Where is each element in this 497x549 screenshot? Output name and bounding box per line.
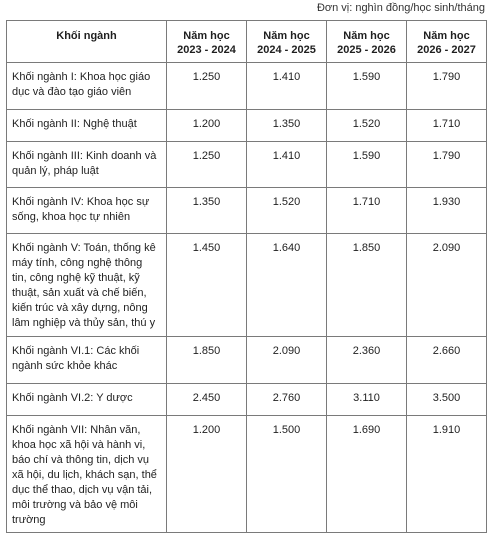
row-name-line: trường: [12, 514, 46, 526]
row-name-cell: Khối ngành III: Kinh doanh và quản lý, p…: [6, 141, 167, 188]
fee-cell: 1.710: [406, 109, 487, 142]
table-row: Khối ngành VI.1: Các khối ngành sức khỏe…: [6, 336, 487, 384]
header-year-range: 2026 - 2027: [417, 44, 476, 56]
fee-cell: 2.450: [166, 383, 247, 416]
fee-cell: 3.110: [326, 383, 407, 416]
fee-cell: 2.090: [406, 233, 487, 337]
row-name-line: môi trường và bảo vệ môi: [12, 499, 138, 511]
table-row: Khối ngành V: Toán, thống kê máy tính, c…: [6, 233, 487, 337]
row-name-cell: Khối ngành V: Toán, thống kê máy tính, c…: [6, 233, 167, 337]
fee-cell: 1.690: [326, 415, 407, 533]
fee-cell: 1.500: [246, 415, 327, 533]
fee-cell: 1.350: [166, 187, 247, 234]
header-year-range: 2025 - 2026: [337, 44, 396, 56]
table-row: Khối ngành IV: Khoa học sự sống, khoa họ…: [6, 187, 487, 234]
header-khoi-nganh: Khối ngành: [6, 20, 167, 63]
row-name-line: sống, khoa học tự nhiên: [12, 211, 131, 223]
header-year-4: Năm học 2026 - 2027: [406, 20, 487, 63]
fee-cell: 1.640: [246, 233, 327, 337]
row-name-line: dục và đào tạo giáo viên: [12, 86, 132, 98]
row-name-cell: Khối ngành VI.2: Y dược: [6, 383, 167, 416]
row-name-line: Khối ngành V: Toán, thống kê: [12, 242, 156, 254]
table-header-row: Khối ngành Năm học 2023 - 2024 Năm học 2…: [6, 20, 487, 63]
row-name-line: khoa học xã hội và hành vi,: [12, 439, 146, 451]
row-name-line: tin, công nghệ kỹ thuật, kỹ: [12, 272, 140, 284]
fee-cell: 1.200: [166, 415, 247, 533]
row-name-cell: Khối ngành VII: Nhân văn, khoa học xã hộ…: [6, 415, 167, 533]
header-year-label: Năm học: [263, 30, 310, 42]
header-year-label: Năm học: [423, 30, 470, 42]
fee-cell: 1.250: [166, 62, 247, 110]
row-name-line: báo chí và thông tin, dịch vụ: [12, 454, 149, 466]
row-name-line: xã hội, du lịch, khách sạn, thể: [12, 469, 157, 481]
table-row: Khối ngành III: Kinh doanh và quản lý, p…: [6, 141, 487, 188]
fee-cell: 1.410: [246, 62, 327, 110]
fee-cell: 1.710: [326, 187, 407, 234]
tuition-fee-table: Khối ngành Năm học 2023 - 2024 Năm học 2…: [6, 20, 487, 533]
row-name-line: Khối ngành I: Khoa học giáo: [12, 71, 151, 83]
row-name-cell: Khối ngành I: Khoa học giáo dục và đào t…: [6, 62, 167, 110]
fee-cell: 1.910: [406, 415, 487, 533]
fee-cell: 1.850: [166, 336, 247, 384]
row-name-line: Khối ngành III: Kinh doanh và: [12, 150, 157, 162]
unit-note: Đơn vị: nghìn đồng/học sinh/tháng: [316, 2, 485, 14]
fee-cell: 1.790: [406, 141, 487, 188]
row-name-line: Khối ngành VI.1: Các khối: [12, 345, 140, 357]
fee-cell: 2.090: [246, 336, 327, 384]
fee-cell: 1.590: [326, 62, 407, 110]
fee-cell: 1.590: [326, 141, 407, 188]
fee-cell: 3.500: [406, 383, 487, 416]
row-name-line: Khối ngành VII: Nhân văn,: [12, 424, 141, 436]
header-year-2: Năm học 2024 - 2025: [246, 20, 327, 63]
row-name-line: Khối ngành II: Nghệ thuật: [12, 118, 137, 130]
row-name-line: Khối ngành VI.2: Y dược: [12, 392, 133, 404]
table-row: Khối ngành I: Khoa học giáo dục và đào t…: [6, 62, 487, 110]
row-name-line: ngành sức khỏe khác: [12, 360, 118, 372]
header-year-range: 2023 - 2024: [177, 44, 236, 56]
fee-cell: 2.660: [406, 336, 487, 384]
fee-cell: 2.760: [246, 383, 327, 416]
row-name-line: quản lý, pháp luật: [12, 165, 99, 177]
row-name-line: thuật, sản xuất và chế biến,: [12, 287, 147, 299]
row-name-line: dục thể thao, dịch vụ vận tải,: [12, 484, 153, 496]
header-year-label: Năm học: [183, 30, 230, 42]
fee-cell: 1.850: [326, 233, 407, 337]
fee-cell: 1.520: [246, 187, 327, 234]
row-name-cell: Khối ngành II: Nghệ thuật: [6, 109, 167, 142]
fee-cell: 1.250: [166, 141, 247, 188]
row-name-cell: Khối ngành IV: Khoa học sự sống, khoa họ…: [6, 187, 167, 234]
row-name-line: kiến trúc và xây dựng, nông: [12, 302, 148, 314]
table-row: Khối ngành VII: Nhân văn, khoa học xã hộ…: [6, 415, 487, 533]
table-row: Khối ngành VI.2: Y dược 2.450 2.760 3.11…: [6, 383, 487, 416]
row-name-line: lâm nghiệp và thủy sản, thú y: [12, 317, 156, 329]
fee-cell: 2.360: [326, 336, 407, 384]
header-year-range: 2024 - 2025: [257, 44, 316, 56]
row-name-line: máy tính, công nghệ thông: [12, 257, 143, 269]
fee-cell: 1.200: [166, 109, 247, 142]
fee-cell: 1.450: [166, 233, 247, 337]
fee-cell: 1.410: [246, 141, 327, 188]
header-label: Khối ngành: [56, 30, 117, 42]
header-year-1: Năm học 2023 - 2024: [166, 20, 247, 63]
header-year-label: Năm học: [343, 30, 390, 42]
fee-cell: 1.350: [246, 109, 327, 142]
header-year-3: Năm học 2025 - 2026: [326, 20, 407, 63]
table-row: Khối ngành II: Nghệ thuật 1.200 1.350 1.…: [6, 109, 487, 142]
fee-cell: 1.790: [406, 62, 487, 110]
row-name-line: Khối ngành IV: Khoa học sự: [12, 196, 150, 208]
row-name-cell: Khối ngành VI.1: Các khối ngành sức khỏe…: [6, 336, 167, 384]
fee-cell: 1.930: [406, 187, 487, 234]
fee-cell: 1.520: [326, 109, 407, 142]
